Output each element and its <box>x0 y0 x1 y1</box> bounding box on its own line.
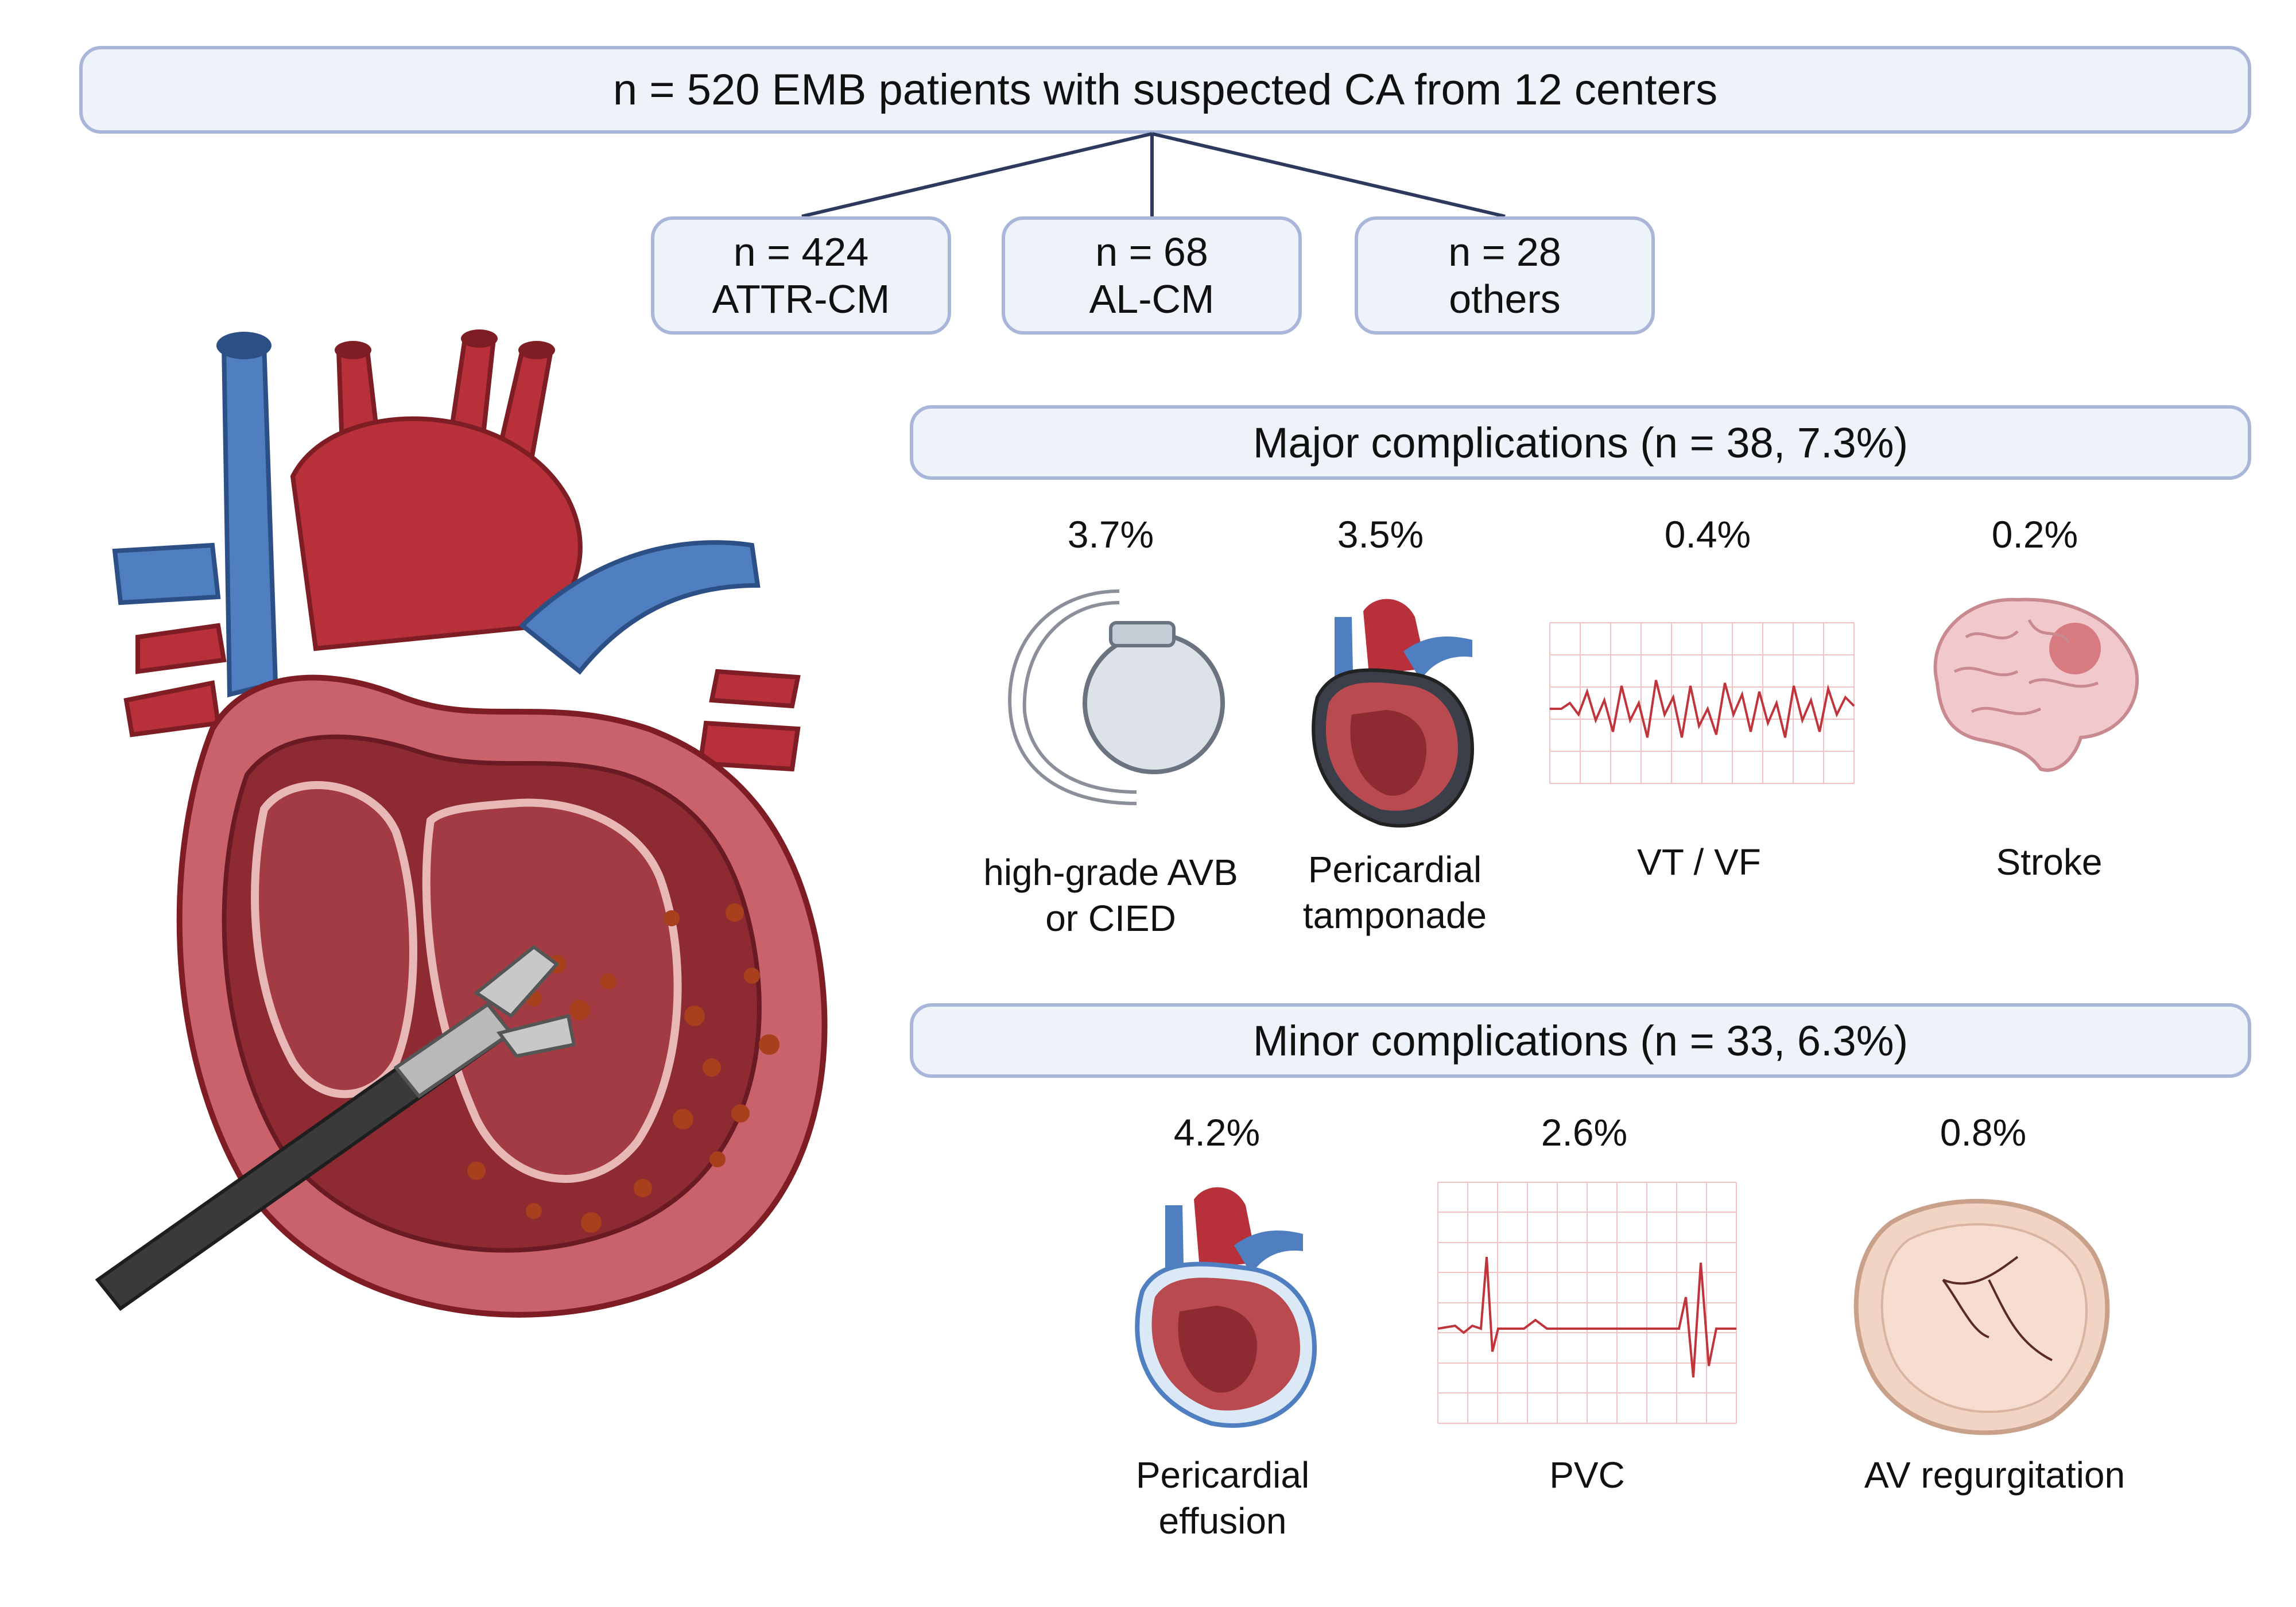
minor-label-effusion-line2: effusion <box>1158 1500 1287 1542</box>
group-label: others <box>1449 277 1561 321</box>
major-header-text: Major complications (n = 38, 7.3%) <box>1252 418 1909 467</box>
minor-complications-header: Minor complications (n = 33, 6.3%) <box>910 1003 2251 1078</box>
heart-biopsy-illustration <box>95 329 828 1318</box>
cohort-summary-box: n = 520 EMB patients with suspected CA f… <box>79 46 2251 134</box>
heart-tamponade-icon <box>1312 599 1475 828</box>
major-label-stroke-line1: Stroke <box>1996 841 2103 883</box>
group-count: n = 68 <box>1095 230 1208 274</box>
minor-label-effusion-line1: Pericardial <box>1135 1454 1310 1496</box>
aortic-valve-icon <box>1853 1199 2110 1435</box>
minor-label-effusion: Pericardial effusion <box>1062 1452 1383 1544</box>
minor-label-pvc-line1: PVC <box>1549 1454 1625 1496</box>
group-count: n = 424 <box>733 230 869 274</box>
major-pct-tamponade: 3.5% <box>1337 513 1424 556</box>
minor-label-av-line1: AV regurgitation <box>1864 1454 2126 1496</box>
minor-header-text: Minor complications (n = 33, 6.3%) <box>1252 1016 1909 1065</box>
major-pct-vtvf: 0.4% <box>1664 513 1751 556</box>
ecg-pvc-icon <box>1437 1182 1737 1424</box>
group-box-al: n = 68 AL-CM <box>1002 216 1302 335</box>
tree-connectors <box>801 132 1506 218</box>
major-label-avb-line1: high-grade AVB <box>983 852 1238 893</box>
group-box-others: n = 28 others <box>1355 216 1655 335</box>
major-label-tamponade: Pericardial tamponade <box>1234 847 1556 938</box>
major-label-vtvf: VT / VF <box>1538 839 1860 885</box>
minor-pct-effusion: 4.2% <box>1173 1111 1261 1154</box>
major-label-tamponade-line1: Pericardial <box>1308 849 1482 890</box>
major-pct-stroke: 0.2% <box>1991 513 2078 556</box>
major-label-avb: high-grade AVB or CIED <box>950 849 1271 941</box>
minor-pct-av: 0.8% <box>1940 1111 2027 1154</box>
major-label-avb-line2: or CIED <box>1045 898 1176 939</box>
major-complications-header: Major complications (n = 38, 7.3%) <box>910 405 2251 480</box>
pacemaker-icon <box>1008 589 1225 805</box>
minor-pct-pvc: 2.6% <box>1541 1111 1628 1154</box>
major-label-tamponade-line2: tamponade <box>1302 895 1487 936</box>
minor-label-pvc: PVC <box>1426 1452 1748 1498</box>
minor-label-av: AV regurgitation <box>1834 1452 2155 1498</box>
major-pct-avb: 3.7% <box>1067 513 1154 556</box>
heart-effusion-icon <box>1135 1187 1317 1428</box>
brain-icon <box>1933 597 2139 772</box>
group-count: n = 28 <box>1448 230 1561 274</box>
cohort-summary-text: n = 520 EMB patients with suspected CA f… <box>612 65 1718 114</box>
group-label: ATTR-CM <box>712 277 890 321</box>
group-box-attr: n = 424 ATTR-CM <box>651 216 951 335</box>
group-label: AL-CM <box>1089 277 1215 321</box>
major-label-stroke: Stroke <box>1888 839 2210 885</box>
ecg-vt-vf-icon <box>1549 622 1855 784</box>
major-label-vtvf-line1: VT / VF <box>1637 841 1761 883</box>
